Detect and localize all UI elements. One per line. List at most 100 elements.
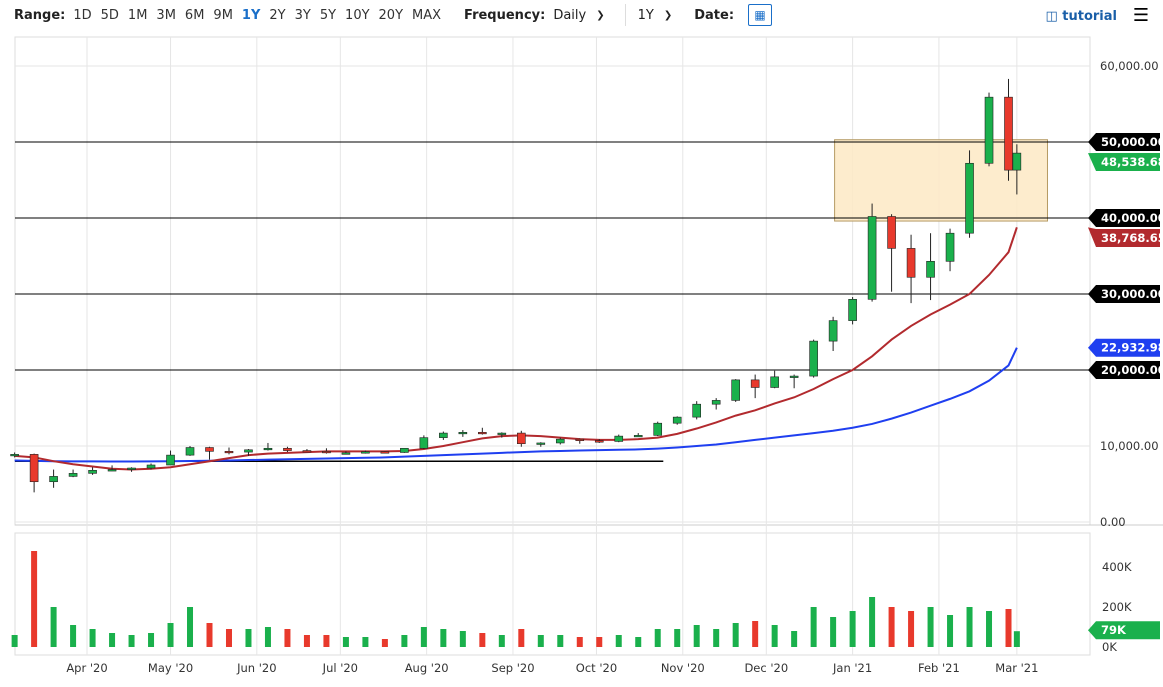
candle <box>711 400 721 405</box>
x-tick-label: Jul '20 <box>322 661 358 675</box>
hamburger-icon[interactable]: ☰ <box>1132 5 1149 26</box>
film-icon: ◫ <box>1045 9 1058 24</box>
volume-bar <box>791 631 798 647</box>
volume-bar <box>596 637 603 647</box>
candle <box>984 96 994 164</box>
price-tag-label: 20,000.00 <box>1101 363 1163 377</box>
candle <box>205 447 214 452</box>
candle <box>10 454 19 457</box>
toolbar: Range: 1D 5D 1M 3M 6M 9M 1Y 2Y 3Y 5Y 10Y 20Y MAX Fre… <box>0 0 1163 30</box>
price-tag-shape <box>1088 361 1160 379</box>
volume-bar <box>576 637 583 647</box>
candle <box>127 467 136 470</box>
volume-bar <box>420 627 427 647</box>
candle <box>809 340 818 377</box>
candle <box>244 449 253 453</box>
range-6m[interactable]: 6M <box>184 7 205 23</box>
candle <box>146 464 156 469</box>
candle <box>458 432 468 435</box>
price-tag-label: 48,538.68 <box>1101 155 1163 169</box>
volume-bar <box>810 607 817 647</box>
range-20y[interactable]: 20Y <box>378 7 404 23</box>
date-label: Date: <box>694 7 735 23</box>
price-tag-shape <box>1088 153 1160 171</box>
candle <box>88 470 97 474</box>
volume-bar <box>908 611 915 647</box>
volume-bar <box>693 625 700 647</box>
range-10y[interactable]: 10Y <box>345 7 370 23</box>
price-tag-shape <box>1088 133 1160 151</box>
range-1d[interactable]: 1D <box>73 7 92 23</box>
price-tag-shape <box>1088 338 1160 357</box>
volume-bar <box>732 623 739 647</box>
tutorial-link[interactable]: ◫ tutorial <box>1045 9 1117 24</box>
range-1m[interactable]: 1M <box>127 7 148 23</box>
price-tag-label: 79K <box>1101 623 1127 637</box>
candle <box>653 422 663 436</box>
candle <box>672 416 682 424</box>
candle <box>166 454 175 466</box>
volume-bar <box>615 635 622 647</box>
range-1y[interactable]: 1Y <box>241 7 261 23</box>
x-tick-label: Aug '20 <box>405 661 449 675</box>
calendar-icon[interactable]: ▦ <box>748 4 773 26</box>
candle <box>439 432 448 438</box>
ma-long-line <box>14 347 1018 463</box>
candle <box>614 435 624 442</box>
price-tag: 20,000.00 <box>1088 361 1163 379</box>
range-3m[interactable]: 3M <box>156 7 176 23</box>
price-tag-shape <box>1088 621 1160 640</box>
candle <box>361 451 370 454</box>
volume-bar <box>869 597 876 647</box>
candle <box>770 376 779 388</box>
price-tag: 48,538.68 <box>1088 153 1163 171</box>
volume-bar <box>537 635 544 647</box>
range-5y[interactable]: 5Y <box>319 7 337 23</box>
range-9m[interactable]: 9M <box>213 7 233 23</box>
volume-bar <box>109 633 116 647</box>
range-max[interactable]: MAX <box>412 7 442 23</box>
period-value: 1Y <box>637 7 654 23</box>
candle <box>965 162 974 234</box>
candle <box>1012 152 1022 171</box>
candle <box>926 261 935 278</box>
candle <box>107 469 117 472</box>
x-tick-label: Oct '20 <box>576 661 617 675</box>
price-tag: 50,000.00 <box>1088 133 1163 151</box>
range-buttons: 1D 5D 1M 3M 6M 9M 1Y 2Y 3Y 5Y 10Y 20Y MAX <box>73 8 450 23</box>
volume-tick-label: 200K <box>1102 600 1132 614</box>
volume-bar <box>1013 631 1020 647</box>
x-tick-label: May '20 <box>148 661 193 675</box>
chevron-down-icon: ❯ <box>663 9 673 21</box>
price-tag-shape <box>1088 285 1160 303</box>
candle <box>68 473 78 477</box>
candle <box>692 403 702 418</box>
volume-bar <box>11 635 18 647</box>
volume-bar <box>1005 609 1012 647</box>
volume-bar <box>148 633 155 647</box>
price-tag: 38,768.65 <box>1088 227 1163 247</box>
candle <box>263 447 273 451</box>
range-5d[interactable]: 5D <box>100 7 119 23</box>
period-dropdown[interactable]: 1Y ❯ <box>638 8 673 23</box>
range-2y[interactable]: 2Y <box>269 7 286 23</box>
volume-bar <box>654 629 661 647</box>
x-tick-label: Dec '20 <box>744 661 788 675</box>
candle <box>400 447 409 453</box>
frequency-dropdown[interactable]: Daily ❯ <box>553 8 604 23</box>
range-3y[interactable]: 3Y <box>294 7 311 23</box>
candle <box>594 440 604 443</box>
price-tag: 30,000.00 <box>1088 285 1163 303</box>
volume-bar <box>713 629 720 647</box>
candle <box>945 232 955 262</box>
volume-tick-label: 400K <box>1102 560 1132 574</box>
divider <box>624 4 626 26</box>
candle <box>49 476 58 483</box>
volume-bar <box>50 607 57 647</box>
volume-bar <box>225 629 232 647</box>
price-tag-label: 30,000.00 <box>1101 287 1163 301</box>
range-label: Range: <box>14 7 66 23</box>
volume-bar <box>440 629 447 647</box>
candle <box>575 438 585 441</box>
